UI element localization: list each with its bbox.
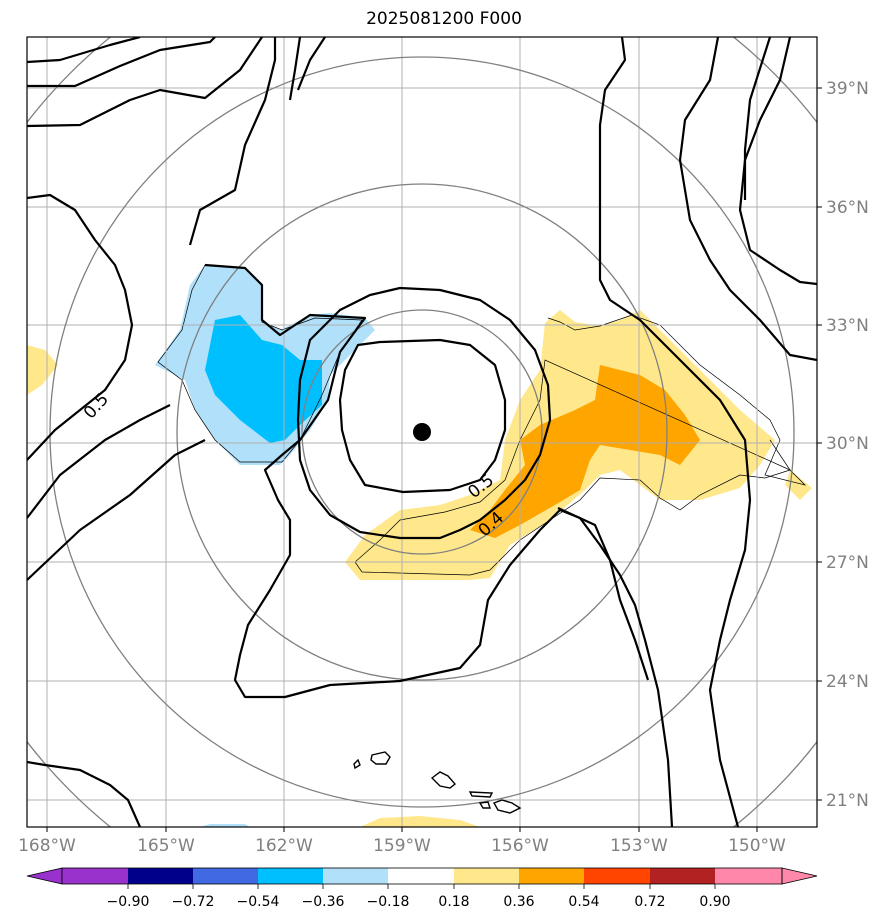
contour-northwest-1 <box>188 37 277 246</box>
colorbar-segment-10 <box>650 868 715 884</box>
colorbar-segment-9 <box>584 868 650 884</box>
colorbar-label-neg-072: −0.72 <box>172 894 215 910</box>
range-ring-1 <box>301 309 543 555</box>
island-kauai <box>370 751 391 765</box>
positive-shading-left-edge <box>27 345 58 395</box>
hawaiian-islands <box>353 751 522 814</box>
lon-label-168w: 168°W <box>18 836 76 856</box>
contour-east-1 <box>598 37 752 827</box>
colorbar-segment-6 <box>388 868 454 884</box>
lat-label-39n: 39°N <box>826 79 869 99</box>
gridlines <box>27 37 817 827</box>
negative-shading-mid <box>205 315 322 443</box>
lon-label-165w: 165°W <box>137 836 195 856</box>
colorbar-frame <box>61 867 783 885</box>
colorbar-label-072: 0.72 <box>634 894 665 910</box>
colorbar-label-neg-036: −0.36 <box>302 894 345 910</box>
thin-contour-positive <box>354 314 807 576</box>
island-maui <box>478 799 522 814</box>
shaded-field-positive <box>27 310 812 827</box>
lat-label-21n: 21°N <box>826 791 869 811</box>
contour-north-center-2 <box>296 37 326 91</box>
contour-middle-loop <box>296 286 552 540</box>
plot-frame <box>26 36 818 828</box>
lat-label-30n: 30°N <box>826 434 869 454</box>
lat-label-24n: 24°N <box>826 672 869 692</box>
contour-east-3 <box>738 37 817 286</box>
colorbar-label-036: 0.36 <box>503 894 534 910</box>
contour-west-2 <box>27 404 171 519</box>
colorbar-segment-11 <box>715 868 782 884</box>
contour-east-4 <box>743 37 772 200</box>
colorbar-segment-2 <box>128 868 193 884</box>
contour-outer <box>204 263 674 827</box>
colorbar-extend-low <box>26 867 63 885</box>
lon-label-156w: 156°W <box>491 836 549 856</box>
contour-west-3 <box>27 439 206 581</box>
contour-west-1 <box>27 193 134 461</box>
lon-ticks <box>46 827 758 832</box>
contour-northwest-3 <box>27 37 216 88</box>
colorbar: −0.90 −0.72 −0.54 −0.36 −0.18 0.18 0.36 … <box>26 867 818 910</box>
lat-label-36n: 36°N <box>826 198 869 218</box>
island-molokai <box>468 791 494 798</box>
range-ring-2 <box>176 183 668 681</box>
colorbar-segment-5 <box>323 868 388 884</box>
map-title: 2025081200 F000 <box>366 9 522 29</box>
colorbar-extend-high <box>781 867 818 885</box>
colorbar-label-neg-018: −0.18 <box>367 894 410 910</box>
island-niihau <box>353 758 361 770</box>
contour-northwest-2 <box>27 37 263 128</box>
positive-shading-mid <box>470 365 700 538</box>
contour-southeast <box>557 507 650 681</box>
colorbar-label-neg-054: −0.54 <box>237 894 280 910</box>
range-ring-3 <box>49 56 795 808</box>
colorbar-segment-3 <box>193 868 258 884</box>
colorbar-segment-4 <box>258 868 323 884</box>
negative-shading-bottom <box>200 824 250 827</box>
lat-label-27n: 27°N <box>826 553 869 573</box>
contour-east-2 <box>678 37 817 362</box>
colorbar-label-090: 0.90 <box>699 894 730 910</box>
colorbar-segment-1 <box>62 868 128 884</box>
colorbar-label-054: 0.54 <box>568 894 599 910</box>
lat-ticks <box>817 87 822 801</box>
contour-north-center <box>288 37 302 101</box>
colorbar-label-018: 0.18 <box>438 894 469 910</box>
island-oahu <box>430 771 457 789</box>
colorbar-segment-8 <box>519 868 584 884</box>
colorbar-label-neg-090: −0.90 <box>107 894 150 910</box>
storm-center-marker <box>413 423 431 441</box>
thick-contours <box>27 37 817 827</box>
contour-inner-loop <box>338 338 507 494</box>
contour-southwest <box>27 760 142 827</box>
lon-label-153w: 153°W <box>610 836 668 856</box>
lon-label-150w: 150°W <box>728 836 786 856</box>
lat-label-33n: 33°N <box>826 316 869 336</box>
lon-label-162w: 162°W <box>255 836 313 856</box>
colorbar-segment-7 <box>454 868 519 884</box>
positive-shading-bottom <box>360 816 480 827</box>
lon-label-159w: 159°W <box>373 836 431 856</box>
contour-northwest-4 <box>27 37 141 64</box>
